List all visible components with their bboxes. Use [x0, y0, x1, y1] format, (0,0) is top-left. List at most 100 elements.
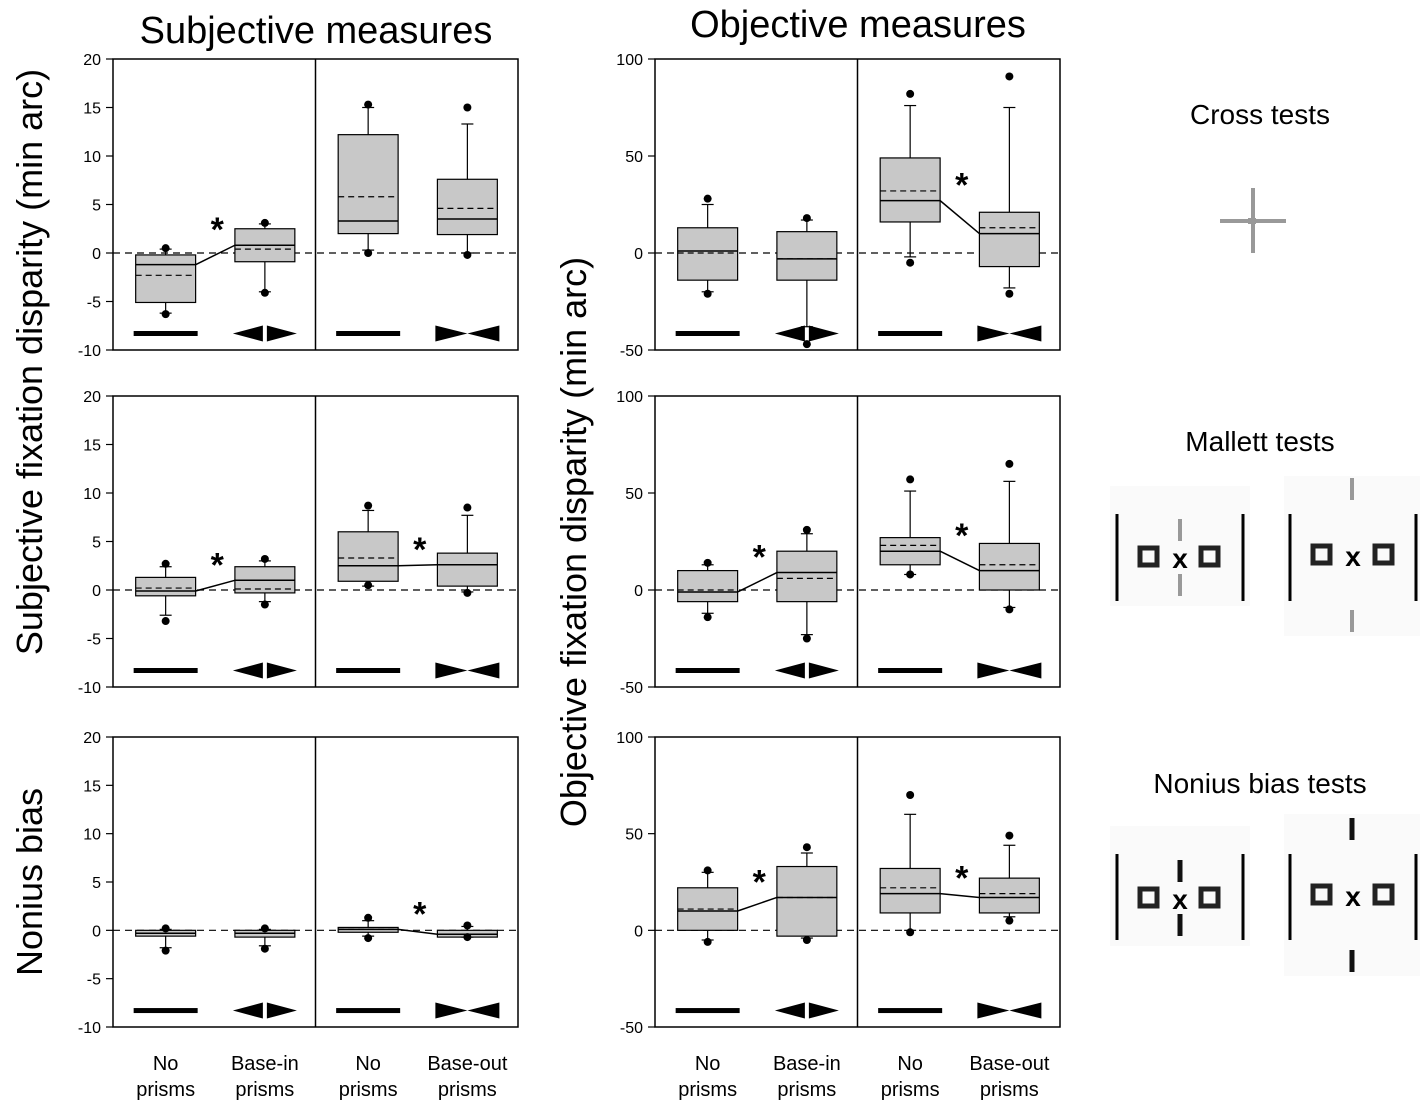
svg-text:x: x — [1172, 884, 1188, 915]
category-label: prisms — [678, 1079, 737, 1101]
base-in-prism-symbol — [808, 662, 839, 679]
median-connector — [737, 571, 778, 593]
outlier-point — [1005, 916, 1014, 925]
base-out-prism-symbol — [1009, 1002, 1042, 1019]
outlier-point — [703, 558, 712, 567]
base-in-prism-symbol — [774, 1002, 805, 1019]
base-in-prism-symbol — [232, 325, 263, 342]
category-label: prisms — [136, 1079, 195, 1101]
outlier-point — [906, 475, 915, 484]
y-tick-label: 5 — [92, 535, 101, 552]
outlier-point — [802, 214, 811, 223]
category-label: prisms — [235, 1079, 294, 1101]
y-tick-label: 0 — [92, 583, 101, 600]
box-4 — [436, 921, 498, 942]
box-4 — [978, 72, 1040, 298]
y-tick-label: 5 — [92, 875, 101, 892]
box-1 — [135, 924, 197, 955]
outlier-point — [161, 617, 170, 626]
objective-y-axis-label: Objective fixation disparity (min arc) — [553, 257, 594, 827]
nonius-test-stimulus-left: x — [1110, 826, 1250, 946]
base-out-prism-symbol — [467, 1002, 500, 1019]
base-out-prism-symbol — [977, 325, 1010, 342]
no-prism-symbol — [336, 1008, 401, 1014]
outlier-point — [463, 103, 472, 112]
box-iqr — [135, 576, 197, 597]
outlier-point — [906, 791, 915, 799]
outlier-point — [906, 89, 915, 98]
box-iqr — [879, 157, 941, 223]
box-3 — [337, 913, 399, 943]
category-label: prisms — [881, 1079, 940, 1101]
y-tick-label: 15 — [83, 101, 101, 118]
outlier-point — [802, 936, 811, 944]
box-3 — [879, 475, 941, 579]
significance-star: * — [753, 863, 767, 901]
outlier-point — [1005, 72, 1014, 81]
outlier-point — [260, 924, 269, 933]
no-prism-symbol — [133, 331, 198, 336]
outlier-point — [703, 937, 712, 946]
y-tick-label: 0 — [634, 583, 643, 600]
box-iqr — [677, 227, 739, 281]
outlier-point — [364, 501, 373, 510]
category-label: prisms — [980, 1079, 1039, 1101]
no-prism-symbol — [133, 668, 198, 673]
outlier-point — [1005, 459, 1014, 468]
test-illustrations: Cross tests Mallett tests x x — [1110, 99, 1420, 976]
box-iqr — [978, 542, 1040, 591]
category-label: No — [153, 1053, 179, 1075]
box-iqr — [337, 134, 399, 235]
y-tick-label: 50 — [625, 149, 643, 166]
objective-measures-title: Objective measures — [690, 4, 1026, 46]
no-prism-symbol — [133, 1008, 198, 1014]
category-label: Base-out — [969, 1053, 1049, 1075]
base-out-prism-symbol — [467, 662, 500, 679]
box-4 — [436, 103, 498, 259]
base-out-prism-symbol — [435, 662, 468, 679]
base-in-prism-symbol — [774, 662, 805, 679]
box-iqr — [436, 552, 498, 587]
outlier-point — [1005, 831, 1014, 840]
outlier-point — [703, 866, 712, 875]
y-tick-label: 0 — [634, 246, 643, 263]
median-connector — [737, 896, 778, 912]
base-in-prism-symbol — [808, 325, 839, 342]
cross-tests-title: Cross tests — [1190, 99, 1330, 130]
no-prism-symbol — [878, 668, 943, 673]
outlier-point — [802, 843, 811, 852]
outlier-point — [463, 588, 472, 597]
box-1 — [135, 559, 197, 626]
box-iqr — [436, 178, 498, 236]
category-label: prisms — [777, 1079, 836, 1101]
box-2 — [234, 924, 296, 953]
outlier-point — [1005, 605, 1014, 614]
y-tick-label: 15 — [83, 438, 101, 455]
y-tick-label: 0 — [92, 246, 101, 263]
subjective-measures-title: Subjective measures — [140, 10, 493, 52]
significance-star: * — [413, 531, 427, 569]
outlier-point — [463, 933, 472, 942]
category-label: prisms — [339, 1079, 398, 1101]
category-label: No — [897, 1053, 923, 1075]
subjective-y-axis-label: Subjective fixation disparity (min arc) — [9, 69, 50, 655]
y-tick-label: -50 — [620, 680, 643, 697]
base-out-prism-symbol — [435, 325, 468, 342]
significance-star: * — [413, 895, 427, 933]
category-label: Base-out — [427, 1053, 507, 1075]
outlier-point — [463, 921, 472, 930]
box-3 — [879, 791, 941, 937]
y-tick-label: 100 — [616, 52, 643, 69]
svg-text:x: x — [1345, 881, 1361, 912]
median-connector — [195, 244, 236, 266]
box-iqr — [337, 531, 399, 582]
outlier-point — [802, 340, 811, 349]
panel-subjective-nonius: -10 -5 0 5 10 15 20 * — [78, 730, 519, 1037]
outlier-point — [703, 194, 712, 203]
median-connector — [939, 200, 980, 235]
outlier-point — [364, 581, 373, 590]
base-out-prism-symbol — [977, 1002, 1010, 1019]
category-label: prisms — [438, 1079, 497, 1101]
nonius-y-axis-label: Nonius bias — [9, 788, 50, 976]
svg-text:x: x — [1345, 541, 1361, 572]
